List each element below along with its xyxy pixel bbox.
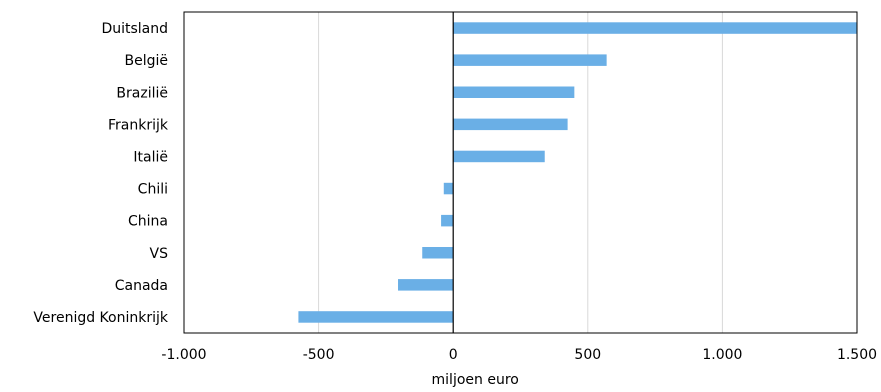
bar: [441, 214, 454, 227]
category-label: Duitsland: [101, 21, 168, 37]
bar: [453, 86, 575, 98]
bar: [453, 150, 545, 163]
x-tick-label: 0: [449, 347, 458, 363]
category-label: Chili: [138, 182, 168, 198]
category-label: België: [125, 53, 169, 69]
category-label: VS: [150, 246, 169, 262]
category-label: Frankrijk: [108, 117, 169, 133]
plot-frame: [183, 11, 858, 334]
bar: [443, 182, 454, 195]
bars: [298, 22, 857, 323]
x-axis-label: miljoen euro: [432, 372, 519, 387]
category-label: Canada: [115, 278, 168, 294]
category-label: China: [128, 214, 168, 230]
x-tick-labels: -1.000 -500 0 500 1.000 1.500: [161, 347, 877, 363]
x-tick-label: -500: [303, 347, 335, 363]
x-tick-label: 500: [574, 347, 601, 363]
category-label: Verenigd Koninkrijk: [33, 310, 168, 326]
x-tick-label: 1.500: [837, 347, 877, 363]
category-labels: Duitsland België Brazilië Frankrijk Italië Ch…: [33, 21, 168, 326]
category-label: Brazilië: [116, 85, 168, 101]
x-tick-label: 1.000: [702, 347, 742, 363]
bar: [398, 279, 454, 291]
bar: [298, 311, 454, 323]
x-tick-label: -1.000: [161, 347, 206, 363]
bar: [453, 118, 568, 131]
bar: [453, 22, 857, 34]
category-label: Italië: [133, 149, 168, 165]
bar: [422, 247, 454, 259]
bar: [453, 54, 607, 66]
